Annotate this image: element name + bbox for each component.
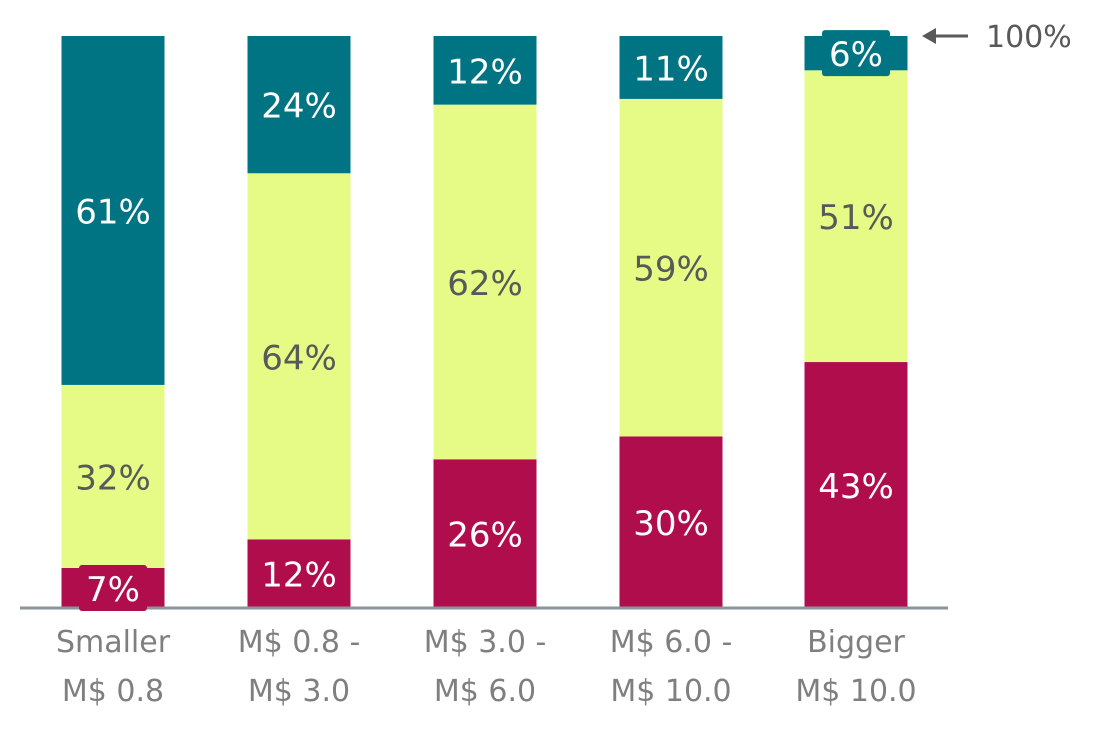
category-label: Smaller xyxy=(56,625,171,660)
segment-value-label: 59% xyxy=(633,250,709,290)
segment-labels-group: 7% 32% 61% 12% 64% 24% 26% 62% 12% 30% 59% 11% 43% 51… xyxy=(75,30,894,611)
bar-segment xyxy=(247,539,351,608)
bar-segment xyxy=(433,36,537,105)
bar-segment xyxy=(619,36,723,99)
category-label: M$ 0.8 - xyxy=(238,625,361,660)
segment-value-label: 64% xyxy=(261,338,337,378)
segment-value-label: 43% xyxy=(818,467,894,507)
segment-value-label: 12% xyxy=(447,52,523,92)
category-label: M$ 3.0 xyxy=(248,674,350,709)
segment-value-label: 51% xyxy=(818,198,894,238)
segment-value-label: 26% xyxy=(447,516,523,556)
segment-value-label: 24% xyxy=(261,87,337,127)
segment-label-tab xyxy=(79,564,147,611)
bar-segment xyxy=(619,436,723,608)
category-label: M$ 6.0 xyxy=(434,674,536,709)
category-label: M$ 3.0 - xyxy=(424,625,547,660)
category-labels-group: Smaller M$ 0.8 M$ 0.8 - M$ 3.0 M$ 3.0 - M$ 6.… xyxy=(56,625,917,709)
bar-segment xyxy=(433,459,537,608)
segment-value-label: 30% xyxy=(633,504,709,544)
reference-arrow-head-icon xyxy=(922,28,936,44)
segment-value-label: 7% xyxy=(86,570,140,610)
bar-segment xyxy=(433,104,537,460)
bars-group xyxy=(61,36,908,608)
segment-value-label: 61% xyxy=(75,192,151,232)
segment-value-label: 12% xyxy=(261,556,337,596)
bar-segment xyxy=(619,98,723,437)
bar-segment xyxy=(247,36,351,174)
segment-value-label: 6% xyxy=(829,35,883,75)
bar-segment xyxy=(247,173,351,540)
segment-value-label: 62% xyxy=(447,264,523,304)
bar-segment xyxy=(804,362,908,608)
category-label: M$ 0.8 xyxy=(62,674,164,709)
segment-label-tab xyxy=(822,30,890,77)
segment-value-label: 32% xyxy=(75,458,151,498)
category-label: M$ 10.0 xyxy=(610,674,731,709)
bar-segment xyxy=(61,36,165,385)
bar-segment xyxy=(61,384,165,568)
category-label: M$ 6.0 - xyxy=(610,625,733,660)
reference-label: 100% xyxy=(986,20,1072,55)
reference-annotation: 100% xyxy=(922,20,1072,55)
category-label: M$ 10.0 xyxy=(795,674,916,709)
segment-value-label: 11% xyxy=(633,49,709,89)
category-label: Bigger xyxy=(807,625,905,660)
bar-segment xyxy=(804,70,908,363)
